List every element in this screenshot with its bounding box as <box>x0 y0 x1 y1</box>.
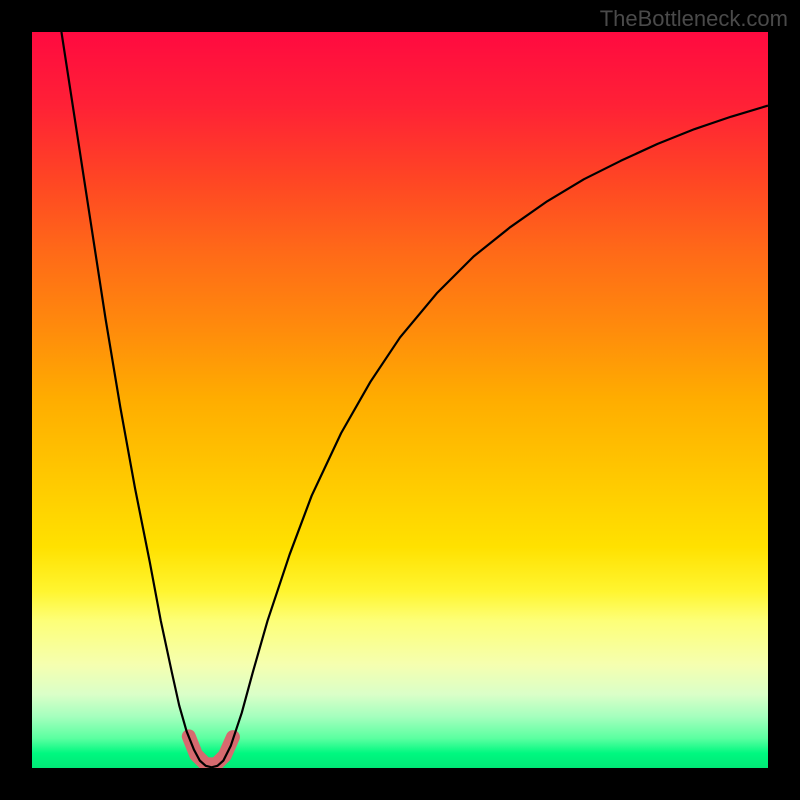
gradient-background <box>32 32 768 768</box>
attribution-text: TheBottleneck.com <box>600 6 788 32</box>
bottleneck-chart <box>32 32 768 768</box>
